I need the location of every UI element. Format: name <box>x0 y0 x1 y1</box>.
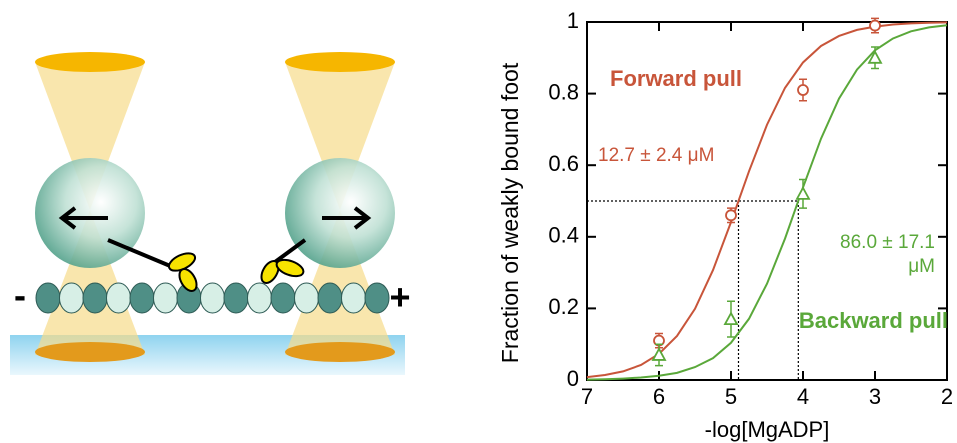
lens <box>35 52 145 72</box>
fit-annotation: 12.7 ± 2.4 μM <box>598 145 714 166</box>
fit-annotation: 86.0 ± 17.1 <box>840 232 935 253</box>
y-tick-label: 0.8 <box>548 79 579 104</box>
data-point <box>798 85 808 95</box>
tubulin <box>224 283 248 313</box>
data-point <box>870 21 880 31</box>
x-tick-label: 7 <box>581 384 593 409</box>
microtubule <box>36 283 389 313</box>
tubulin <box>271 283 295 313</box>
tubulin <box>318 283 342 313</box>
x-tick-label: 3 <box>869 384 881 409</box>
tubulin <box>295 283 319 313</box>
x-tick-label: 2 <box>941 384 953 409</box>
tubulin <box>248 283 272 313</box>
tubulin <box>342 283 366 313</box>
tubulin <box>154 283 178 313</box>
y-tick-label: 0.2 <box>548 294 579 319</box>
lens <box>285 342 395 362</box>
x-tick-label: 5 <box>725 384 737 409</box>
y-tick-label: 0.4 <box>548 223 579 248</box>
tubulin <box>107 283 131 313</box>
tubulin <box>83 283 107 313</box>
diagram: - + <box>10 52 411 375</box>
bead <box>285 158 395 268</box>
tubulin <box>130 283 154 313</box>
y-axis-label: Fraction of weakly bound foot <box>497 62 523 363</box>
minus-end: - <box>14 275 26 316</box>
motor-head <box>274 257 305 280</box>
tubulin <box>201 283 225 313</box>
series-label: Forward pull <box>610 66 742 91</box>
chart: 7 6 5 4 3 2 0 0.2 0.4 0.6 0.8 1 -log[MgADP] Fraction … <box>497 8 953 442</box>
lens <box>285 52 395 72</box>
tubulin <box>60 283 84 313</box>
series-label: Backward pull <box>799 308 948 333</box>
tubulin <box>365 283 389 313</box>
bead <box>35 158 145 268</box>
x-tick-label: 4 <box>797 384 809 409</box>
figure: - + 7 6 5 4 3 2 0 0.2 0.4 0.6 0.8 1 -log[MgADP] Fract… <box>0 0 957 443</box>
plus-end: + <box>389 277 410 318</box>
x-tick-label: 6 <box>653 384 665 409</box>
y-tick-label: 1 <box>567 8 579 33</box>
fit-annotation: μM <box>908 256 935 277</box>
y-tick-label: 0.6 <box>548 151 579 176</box>
tubulin <box>36 283 60 313</box>
data-point <box>725 313 737 324</box>
x-axis-label: -log[MgADP] <box>705 417 830 442</box>
data-point <box>726 210 736 220</box>
y-tick-label: 0 <box>567 366 579 391</box>
lens <box>35 342 145 362</box>
data-point <box>797 188 809 199</box>
